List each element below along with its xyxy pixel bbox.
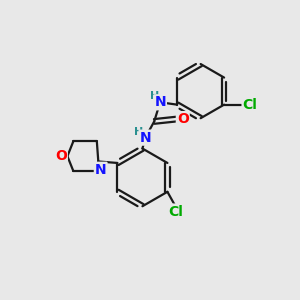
Text: Cl: Cl <box>169 205 183 218</box>
Text: H: H <box>134 127 143 137</box>
Text: N: N <box>95 163 106 177</box>
Text: N: N <box>154 95 166 109</box>
Text: O: O <box>177 112 189 126</box>
Text: N: N <box>140 130 151 145</box>
Text: H: H <box>150 91 159 101</box>
Text: Cl: Cl <box>243 98 257 112</box>
Text: O: O <box>55 149 67 163</box>
